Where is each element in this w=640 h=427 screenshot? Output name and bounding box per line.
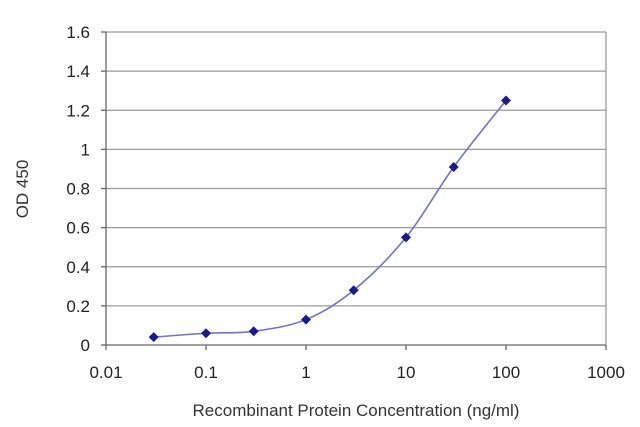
y-tick-label: 0.8 — [66, 180, 90, 199]
y-tick-label: 1.4 — [66, 62, 90, 81]
data-point-marker — [348, 285, 359, 296]
y-tick-label: 0.2 — [66, 297, 90, 316]
data-point-marker — [448, 161, 459, 172]
y-tick-label: 1 — [81, 140, 90, 159]
x-tick-label: 1 — [301, 363, 310, 382]
x-tick-label: 1000 — [587, 363, 625, 382]
data-point-marker — [148, 332, 159, 343]
data-points — [148, 95, 511, 343]
axes — [101, 31, 607, 350]
data-point-marker — [301, 314, 311, 325]
data-point-marker — [401, 232, 411, 243]
data-point-marker — [248, 326, 259, 337]
data-point-marker — [201, 328, 211, 339]
y-tick-label: 0 — [81, 336, 90, 355]
gridlines — [106, 31, 606, 307]
data-point-marker — [501, 95, 511, 106]
y-tick-label: 0.4 — [66, 258, 90, 277]
x-axis-tick-labels: 0.01 0.1 1 10 100 1000 — [89, 363, 624, 382]
x-tick-label: 100 — [492, 363, 520, 382]
y-tick-label: 0.6 — [66, 219, 90, 238]
x-tick-label: 10 — [397, 363, 416, 382]
x-tick-label: 0.1 — [194, 363, 218, 382]
x-axis-title: Recombinant Protein Concentration (ng/ml… — [193, 401, 520, 420]
y-tick-label: 1.6 — [66, 23, 90, 42]
y-axis-title: OD 450 — [13, 160, 32, 219]
y-tick-label: 1.2 — [66, 101, 90, 120]
y-axis-tick-labels: 0 0.2 0.4 0.6 0.8 1 1.2 1.4 1.6 — [66, 23, 90, 355]
x-tick-label: 0.01 — [89, 363, 122, 382]
